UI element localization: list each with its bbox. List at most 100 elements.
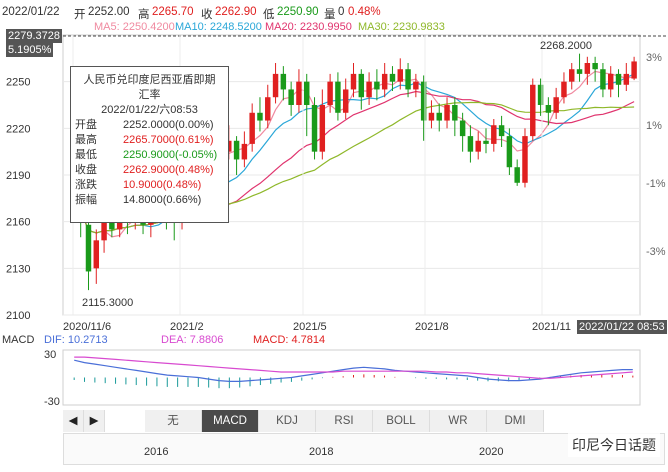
tooltip-key: 最低 bbox=[75, 149, 97, 161]
open-value: 2252.00 bbox=[88, 6, 130, 18]
next-button[interactable]: ▶ bbox=[84, 410, 105, 432]
candle-body bbox=[615, 73, 622, 85]
candle-body bbox=[335, 81, 341, 113]
candle-body bbox=[600, 69, 606, 90]
pct-tick-label: -3% bbox=[646, 246, 666, 258]
dif-line bbox=[74, 359, 633, 382]
scroll-year-2016: 2016 bbox=[144, 446, 169, 458]
y-tick-label: 2130 bbox=[6, 263, 30, 275]
candle-body bbox=[257, 112, 263, 121]
tooltip-row-open: 开盘 2252.0000(0.00%) bbox=[71, 118, 228, 133]
ma5-legend: MA5: 2250.4200 bbox=[94, 21, 175, 33]
tooltip-key: 收盘 bbox=[75, 164, 97, 176]
candle-body bbox=[576, 69, 583, 74]
ohlc-tooltip: 人民币兑印度尼西亚盾即期 汇率 2022/01/22/六08:53 开盘 2252… bbox=[70, 66, 229, 223]
prev-button[interactable]: ◀ bbox=[63, 410, 84, 432]
high-value: 2265.70 bbox=[152, 6, 194, 18]
tooltip-value: 2250.9000(-0.05%) bbox=[123, 149, 218, 161]
tooltip-row-high: 最高 2265.7000(0.61%) bbox=[71, 133, 228, 148]
tooltip-key: 开盘 bbox=[75, 119, 97, 131]
tooltip-value: 2252.0000(0.00%) bbox=[123, 119, 214, 131]
dea-line bbox=[74, 356, 633, 379]
candle-body bbox=[265, 97, 271, 121]
candle-body bbox=[553, 97, 559, 113]
candle-body bbox=[506, 136, 513, 168]
x-tick-label: 2020/11/6 bbox=[63, 321, 111, 333]
x-tick-label: 2021/2 bbox=[170, 321, 204, 333]
y-tick-label: 2190 bbox=[6, 170, 30, 182]
candle-body bbox=[311, 105, 318, 152]
candle-body bbox=[233, 140, 240, 160]
candle-body bbox=[545, 105, 552, 113]
candle-body bbox=[381, 73, 388, 90]
scroll-year-2018: 2018 bbox=[309, 446, 334, 458]
change-value: 0.48% bbox=[348, 6, 381, 18]
tab-wr[interactable]: WR bbox=[430, 410, 487, 432]
candle-body bbox=[288, 89, 294, 105]
close-value: 2262.90 bbox=[215, 6, 257, 18]
price-y-axis: 2100 2130 2160 2190 2220 2250 bbox=[6, 77, 30, 322]
y-tick-label: 2100 bbox=[6, 310, 30, 322]
candle-body bbox=[327, 81, 333, 105]
candle-body bbox=[428, 112, 435, 121]
tab-rsi[interactable]: RSI bbox=[316, 410, 373, 432]
candle-body bbox=[436, 112, 442, 121]
candle-body bbox=[623, 73, 630, 85]
candle-body bbox=[498, 125, 505, 137]
watermark-text: 印尼今日话题 bbox=[568, 433, 660, 457]
tab-macd[interactable]: MACD bbox=[202, 410, 259, 432]
info-date: 2022/01/22 bbox=[2, 6, 60, 18]
candle-body bbox=[491, 125, 497, 144]
candle-body bbox=[530, 84, 536, 137]
candle-body bbox=[452, 105, 458, 121]
percent-axis: 3% 1% -1% -3% bbox=[646, 52, 666, 258]
tooltip-value: 14.8000(0.66%) bbox=[123, 194, 202, 206]
candle-body bbox=[374, 81, 380, 90]
candle-body bbox=[514, 167, 520, 183]
tooltip-value: 2262.9000(0.48%) bbox=[123, 164, 214, 176]
candle-body bbox=[444, 105, 450, 121]
candle-body bbox=[584, 63, 591, 74]
pct-tick-label: 1% bbox=[646, 120, 662, 132]
candle-body bbox=[607, 73, 614, 90]
dea-legend: DEA: 7.8806 bbox=[161, 334, 224, 346]
candle-body bbox=[93, 240, 100, 269]
low-label: 低 bbox=[263, 9, 275, 21]
tab-boll[interactable]: BOLL bbox=[373, 410, 430, 432]
candle-body bbox=[561, 81, 567, 98]
tooltip-value: 10.9000(0.48%) bbox=[123, 179, 202, 191]
candle-body bbox=[522, 136, 528, 183]
candle-body bbox=[569, 69, 575, 82]
crosshair-date-label: 2022/01/22 08:53 bbox=[577, 320, 667, 334]
candle-body bbox=[342, 89, 349, 113]
candle-body bbox=[537, 84, 544, 105]
max-annotation: 2268.2000 bbox=[540, 40, 592, 52]
crosshair-pct-label: 5.1905% bbox=[6, 43, 54, 57]
tab-dmi[interactable]: DMI bbox=[487, 410, 544, 432]
x-tick-label: 2021/11 bbox=[532, 321, 571, 333]
candle-body bbox=[109, 221, 115, 230]
pct-tick-label: 3% bbox=[646, 52, 662, 64]
range-scroller[interactable]: 2016 2018 2020 bbox=[63, 433, 665, 465]
tooltip-row-amplitude: 振幅 14.8000(0.66%) bbox=[71, 193, 228, 208]
macd-y-tick: -30 bbox=[44, 396, 60, 408]
candle-body bbox=[358, 73, 365, 98]
candle-body bbox=[272, 73, 279, 98]
candle-body bbox=[296, 81, 302, 105]
tab-none[interactable]: 无 bbox=[145, 410, 202, 432]
macd-y-tick: 30 bbox=[44, 349, 56, 361]
y-tick-label: 2220 bbox=[6, 123, 30, 135]
tooltip-row-change: 涨跌 10.9000(0.48%) bbox=[71, 178, 228, 193]
dif-legend: DIF: 10.2713 bbox=[44, 334, 108, 346]
candle-body bbox=[397, 69, 403, 82]
macd-panel: 30 -30 bbox=[44, 349, 641, 408]
tab-kdj[interactable]: KDJ bbox=[259, 410, 316, 432]
min-annotation: 2115.3000 bbox=[82, 297, 134, 309]
crosshair-price-label: 2279.3728 bbox=[6, 29, 62, 43]
tooltip-title-1: 人民币兑印度尼西亚盾即期 bbox=[83, 74, 216, 86]
tooltip-title-2: 汇率 bbox=[138, 89, 161, 101]
ma10-legend: MA10: 2248.5200 bbox=[175, 21, 262, 33]
macd-title: MACD bbox=[2, 334, 35, 346]
candle-body bbox=[405, 69, 411, 90]
scroll-year-2020: 2020 bbox=[479, 446, 504, 458]
